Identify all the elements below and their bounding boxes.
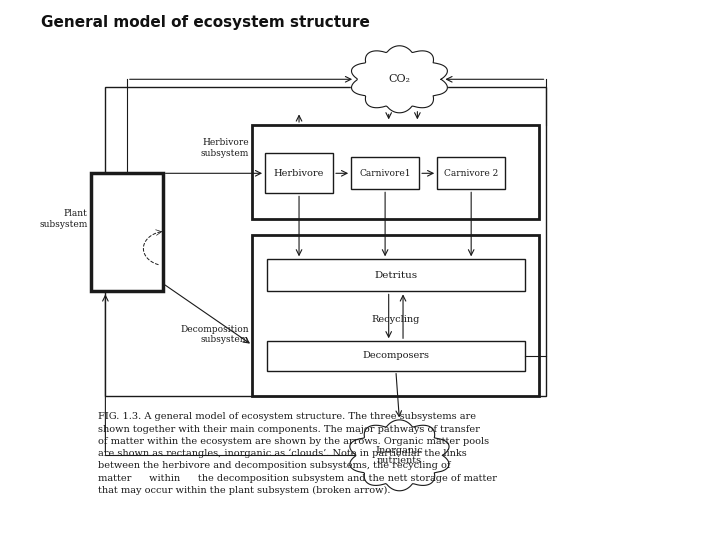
- Bar: [437, 157, 505, 190]
- Bar: [267, 259, 525, 292]
- Bar: [265, 153, 333, 193]
- Bar: [105, 87, 546, 396]
- Bar: [253, 235, 539, 396]
- Text: Carnivore 2: Carnivore 2: [444, 169, 498, 178]
- Polygon shape: [350, 420, 449, 491]
- Text: Decomposition
subsystem: Decomposition subsystem: [180, 325, 249, 344]
- Bar: [267, 341, 525, 371]
- Text: FIG. 1.3. A general model of ecosystem structure. The three subsystems are
shown: FIG. 1.3. A general model of ecosystem s…: [98, 413, 497, 495]
- Text: Detritus: Detritus: [374, 271, 418, 280]
- Bar: [253, 125, 539, 219]
- Bar: [91, 173, 163, 292]
- Text: Carnivore1: Carnivore1: [359, 169, 411, 178]
- Bar: [351, 157, 419, 190]
- Text: Inorganic
nutrients: Inorganic nutrients: [376, 446, 423, 465]
- Text: Decomposers: Decomposers: [362, 352, 429, 361]
- Text: Recycling: Recycling: [372, 315, 420, 324]
- Polygon shape: [351, 46, 447, 113]
- Text: Herbivore: Herbivore: [274, 169, 324, 178]
- Text: Herbivore
subsystem: Herbivore subsystem: [200, 138, 249, 158]
- Text: CO₂: CO₂: [389, 75, 410, 84]
- Text: General model of ecosystem structure: General model of ecosystem structure: [41, 15, 369, 30]
- Text: Plant
subsystem: Plant subsystem: [39, 210, 87, 228]
